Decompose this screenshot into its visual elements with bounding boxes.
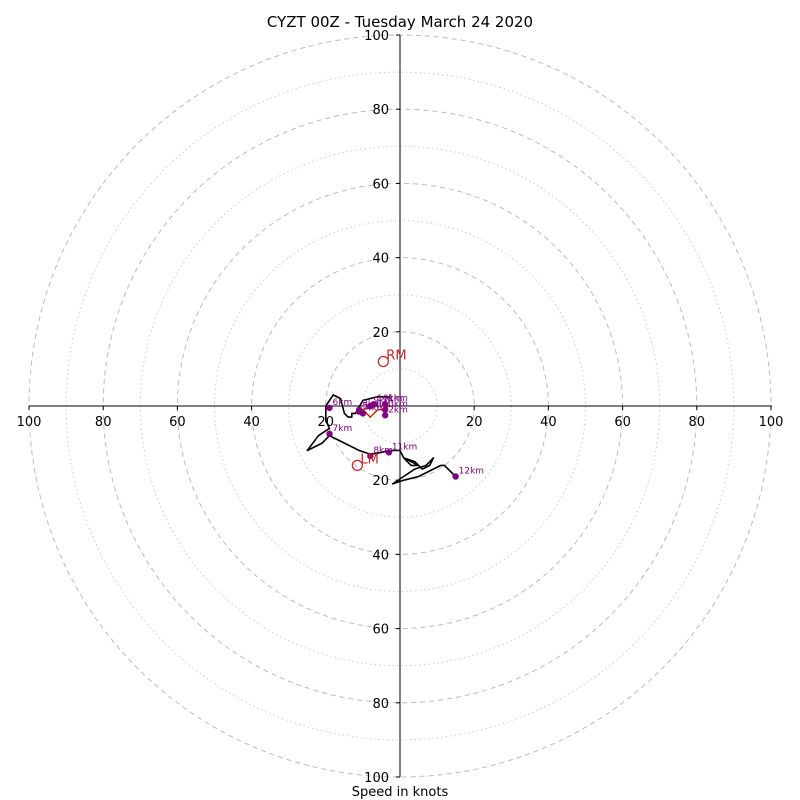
height-label-7km: 7km [333, 424, 353, 434]
x-tick-label: 80 [689, 415, 706, 430]
x-tick-label: 100 [759, 415, 784, 430]
x-tick-label: 80 [95, 415, 112, 430]
x-tick-label: 40 [540, 415, 557, 430]
height-label-12km: 12km [459, 466, 484, 476]
tick-labels: 100 80 60 40 20 20 40 60 80 100100806040202040608… [17, 29, 784, 786]
x-tick-label: 100 [17, 415, 42, 430]
height-point-11km [385, 449, 393, 456]
height-point-0km [381, 406, 389, 413]
y-tick-label: 60 [372, 623, 389, 638]
y-tick-label: 20 [372, 474, 389, 489]
height-label-10km: 10km [377, 394, 402, 404]
height-point-8km [367, 452, 374, 460]
y-tick-label: 100 [364, 29, 389, 44]
y-tick-label: 80 [372, 103, 389, 118]
height-point-7km [326, 430, 333, 438]
x-axis-label: Speed in knots [352, 785, 449, 800]
y-tick-label: 80 [372, 697, 389, 712]
y-tick-label: 20 [372, 326, 389, 341]
storm-motion-label-rm: RM [386, 348, 406, 363]
x-tick-label: 20 [466, 415, 483, 430]
height-point-5km [355, 408, 363, 415]
height-label-11km: 11km [392, 442, 417, 452]
height-label-2km: 2km [388, 405, 408, 415]
height-label-6km: 6km [333, 398, 353, 408]
y-tick-label: 40 [372, 252, 389, 267]
height-label-4km: 4km [366, 403, 386, 413]
chart-title: CYZT 00Z - Tuesday March 24 2020 [267, 13, 533, 31]
y-tick-label: 100 [364, 771, 389, 786]
height-label-8km: 8km [373, 446, 393, 456]
height-point-12km [452, 473, 459, 480]
x-tick-label: 60 [169, 415, 186, 430]
height-point-1km [381, 400, 389, 408]
storm-motion-label-lm: LM [360, 452, 378, 467]
height-point-2km [381, 412, 389, 419]
y-tick-label: 40 [372, 548, 389, 563]
x-tick-label: 60 [614, 415, 631, 430]
storm-motion-marker-lm [351, 459, 363, 471]
height-label-9km: 9km [373, 396, 393, 406]
height-label-0km: 0km [388, 400, 408, 410]
plot-series: 0km1km2km3km4km5km6km7km8km9km10km11km12… [306, 348, 484, 485]
x-tick-label: 40 [243, 415, 260, 430]
height-point-10km [370, 400, 378, 408]
axes [29, 35, 772, 777]
height-label-1km: 1km [388, 394, 408, 404]
height-point-6km [326, 404, 333, 412]
storm-motion-marker-rm [377, 355, 389, 368]
y-tick-label: 60 [372, 177, 389, 192]
